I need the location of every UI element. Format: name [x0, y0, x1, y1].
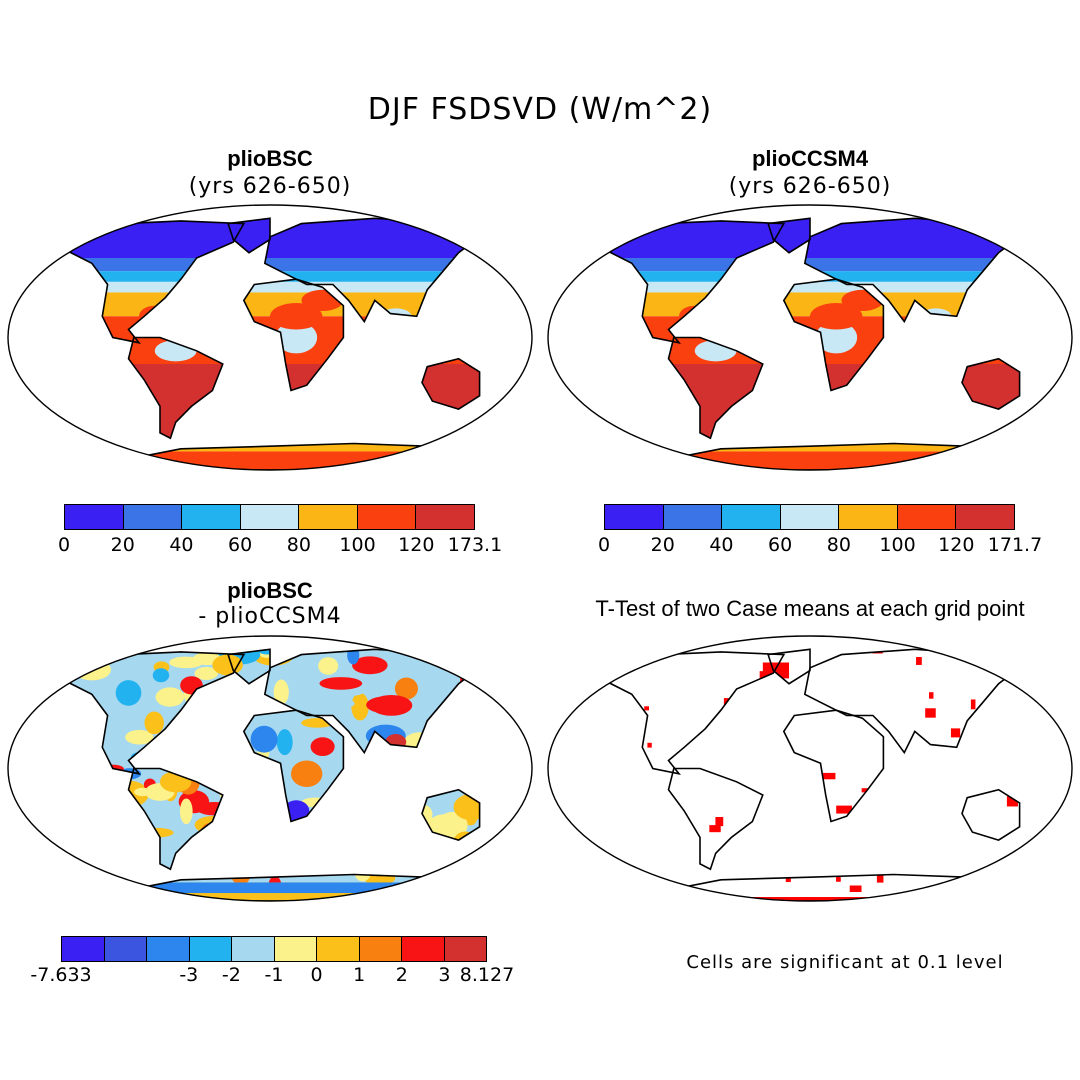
colorbar-swatch: [274, 937, 317, 961]
colorbar-swatch: [605, 505, 664, 529]
colorbar-swatch: [359, 937, 402, 961]
colorbar-tick-label: 1: [353, 964, 366, 986]
colorbar-tick-label: 173.1: [447, 534, 503, 556]
colorbar-swatch: [240, 505, 300, 529]
panel-title-top-right: plioCCSM4: [751, 146, 869, 171]
colorbar-tick-label: 120: [398, 534, 435, 556]
colorbar-pliobsc-labels: 0 20 40 60 80 100 120 173.1: [58, 534, 502, 558]
colorbar-tick-label: 3: [438, 964, 451, 986]
main-title: DJF FSDSVD (W/m^2): [367, 92, 713, 127]
map-difference: [7, 635, 533, 902]
colorbar-swatch: [182, 505, 241, 529]
colorbar-swatch: [416, 505, 475, 529]
colorbar-tick-label: 40: [169, 534, 194, 556]
colorbar-tick-label: 8.127: [459, 964, 515, 986]
colorbar-tick-label: 80: [826, 534, 851, 556]
colorbar-tick-label: -7.633: [30, 964, 92, 986]
colorbar-swatch: [663, 505, 723, 529]
colorbar-tick-label: 20: [110, 534, 135, 556]
panel-subtitle-bottom-left: - plioCCSM4: [198, 604, 342, 629]
colorbar-plioccsm4: [604, 504, 1015, 530]
colorbar-pliobsc: [64, 504, 475, 530]
map-ttest-significance: [547, 635, 1073, 902]
colorbar-swatch: [317, 937, 360, 961]
land-fill: [60, 218, 480, 470]
colorbar-swatch: [299, 505, 358, 529]
colorbar-tick-label: -2: [221, 964, 241, 986]
panel-subtitle-top-right: (yrs 626-650): [728, 174, 892, 199]
colorbar-swatch: [357, 505, 417, 529]
map-pliobsc-absolute: [7, 204, 533, 471]
colorbar-swatch: [65, 505, 124, 529]
colorbar-tick-label: 0: [310, 964, 323, 986]
colorbar-tick-label: 60: [768, 534, 793, 556]
colorbar-tick-label: 80: [286, 534, 311, 556]
colorbar-tick-label: 0: [597, 534, 611, 556]
panel-title-bottom-left: plioBSC: [227, 578, 313, 603]
colorbar-swatch: [189, 937, 232, 961]
colorbar-tick-label: -3: [179, 964, 199, 986]
colorbar-swatch: [123, 505, 183, 529]
colorbar-swatch: [232, 937, 275, 961]
colorbar-tick-label: 0: [57, 534, 71, 556]
map-plioccsm4-absolute: [547, 204, 1073, 471]
colorbar-difference: [61, 936, 487, 962]
colorbar-swatch: [402, 937, 445, 961]
colorbar-tick-label: 2: [395, 964, 408, 986]
colorbar-tick-label: 60: [228, 534, 253, 556]
colorbar-swatch: [147, 937, 190, 961]
colorbar-tick-label: 171.7: [987, 534, 1043, 556]
colorbar-swatch: [956, 505, 1015, 529]
panel-subtitle-top-left: (yrs 626-650): [188, 174, 352, 199]
colorbar-plioccsm4-labels: 0 20 40 60 80 100 120 171.7: [598, 534, 1042, 558]
colorbar-tick-label: 120: [938, 534, 975, 556]
land-fill: [600, 218, 1020, 470]
colorbar-swatch: [780, 505, 840, 529]
significance-note: Cells are significant at 0.1 level: [686, 952, 1004, 973]
panel-title-bottom-right: T-Test of two Case means at each grid po…: [595, 596, 1025, 621]
colorbar-swatch: [722, 505, 781, 529]
colorbar-tick-label: 20: [650, 534, 675, 556]
colorbar-swatch: [444, 937, 486, 961]
colorbar-difference-labels: -7.633 -3 -2 -1 0 1 2 3 8.127: [30, 964, 514, 988]
colorbar-tick-label: 100: [879, 534, 916, 556]
colorbar-swatch: [104, 937, 147, 961]
panel-title-top-left: plioBSC: [227, 146, 313, 171]
colorbar-swatch: [897, 505, 957, 529]
colorbar-swatch: [839, 505, 898, 529]
colorbar-tick-label: 100: [339, 534, 376, 556]
colorbar-swatch: [62, 937, 105, 961]
colorbar-tick-label: -1: [264, 964, 284, 986]
colorbar-tick-label: 40: [709, 534, 734, 556]
